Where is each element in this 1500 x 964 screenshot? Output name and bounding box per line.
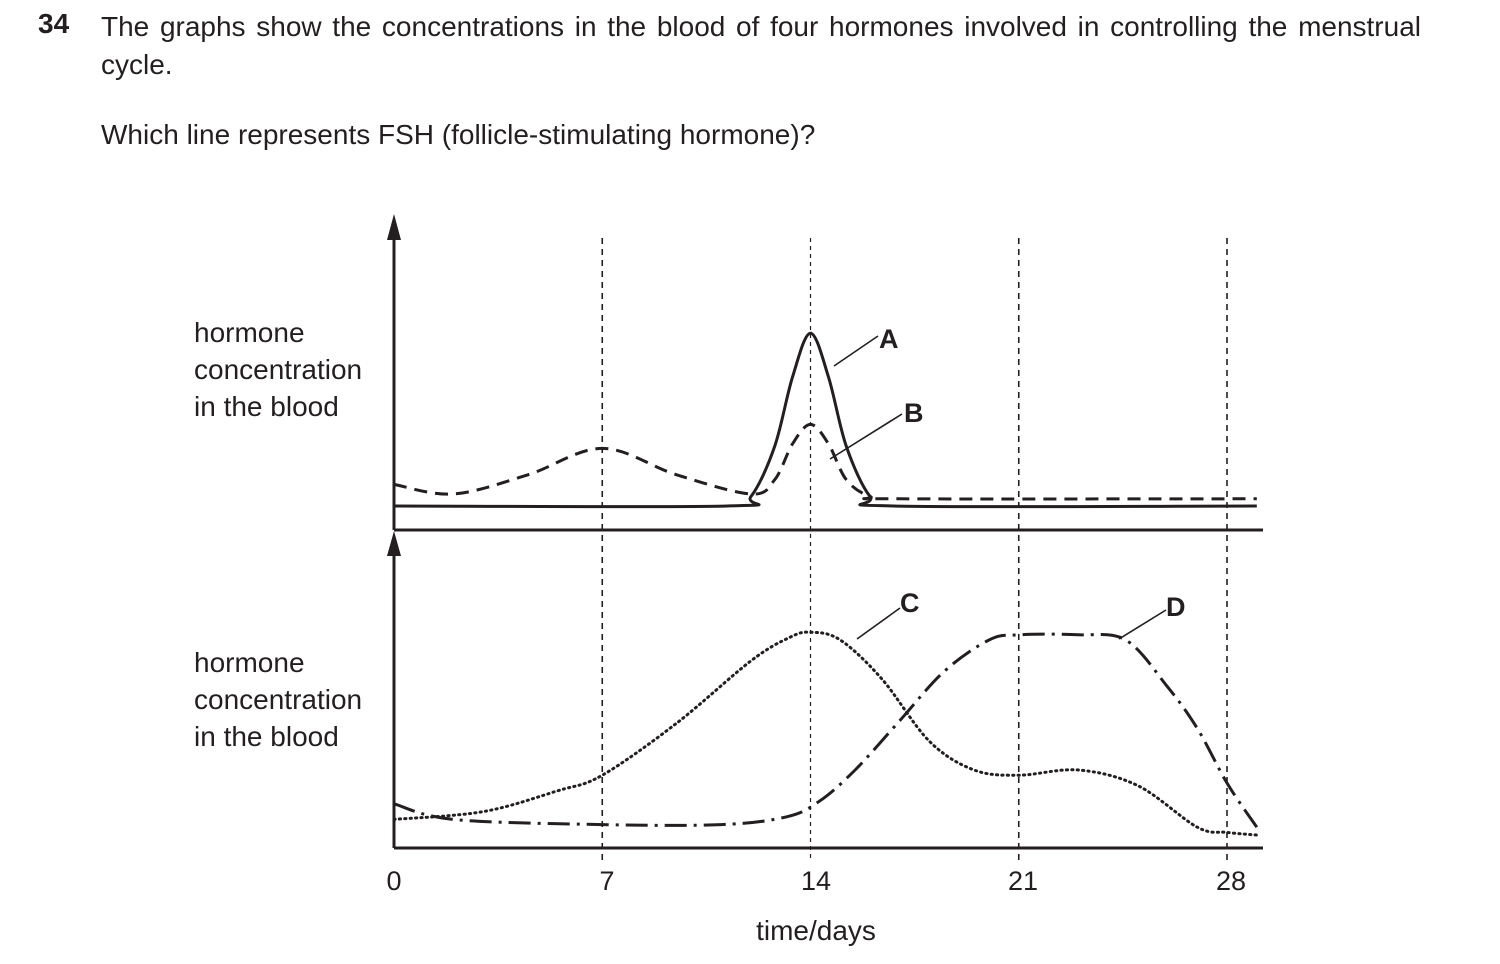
series-line-a bbox=[393, 331, 1257, 509]
question-number: 34 bbox=[38, 8, 70, 39]
x-tick-label-21: 21 bbox=[1008, 866, 1038, 896]
x-axis-label: time/days bbox=[756, 915, 876, 946]
x-tick-label-28: 28 bbox=[1216, 866, 1246, 896]
question-text: The graphs show the concentrations in th… bbox=[101, 11, 1421, 80]
bottom-y-axis-label: hormone concentration in the blood bbox=[194, 644, 394, 755]
bottom-ylabel-line-2: concentration bbox=[194, 684, 363, 715]
x-tick-label-0: 0 bbox=[386, 866, 401, 896]
top-ylabel-line-1: hormone bbox=[194, 317, 305, 348]
x-tick-label-14: 14 bbox=[801, 866, 831, 896]
top-ylabel-line-2: concentration bbox=[194, 354, 363, 385]
series-label-a: A bbox=[879, 324, 899, 354]
leader-line-c bbox=[856, 607, 901, 640]
leader-line-a bbox=[833, 335, 879, 367]
leader-line-d bbox=[1118, 609, 1167, 640]
day-guide-lines bbox=[601, 238, 1228, 860]
series-label-b: B bbox=[904, 398, 924, 428]
top-y-axis-label: hormone concentration in the blood bbox=[194, 314, 394, 425]
leader-line-b bbox=[829, 413, 903, 460]
series-line-b bbox=[393, 422, 1257, 501]
top-ylabel-line-3: in the blood bbox=[194, 391, 339, 422]
bottom-ylabel-line-3: in the blood bbox=[194, 721, 339, 752]
bottom-ylabel-line-1: hormone bbox=[194, 647, 305, 678]
question-prompt: Which line represents FSH (follicle-stim… bbox=[101, 119, 816, 150]
bottom-y-axis-arrow bbox=[387, 531, 401, 556]
top-y-axis-arrow bbox=[387, 214, 401, 240]
x-tick-label-7: 7 bbox=[599, 866, 614, 896]
series-label-c: C bbox=[900, 588, 920, 618]
series-label-d: D bbox=[1166, 592, 1186, 622]
series-line-c bbox=[392, 630, 1259, 837]
series-line-d bbox=[393, 632, 1259, 829]
